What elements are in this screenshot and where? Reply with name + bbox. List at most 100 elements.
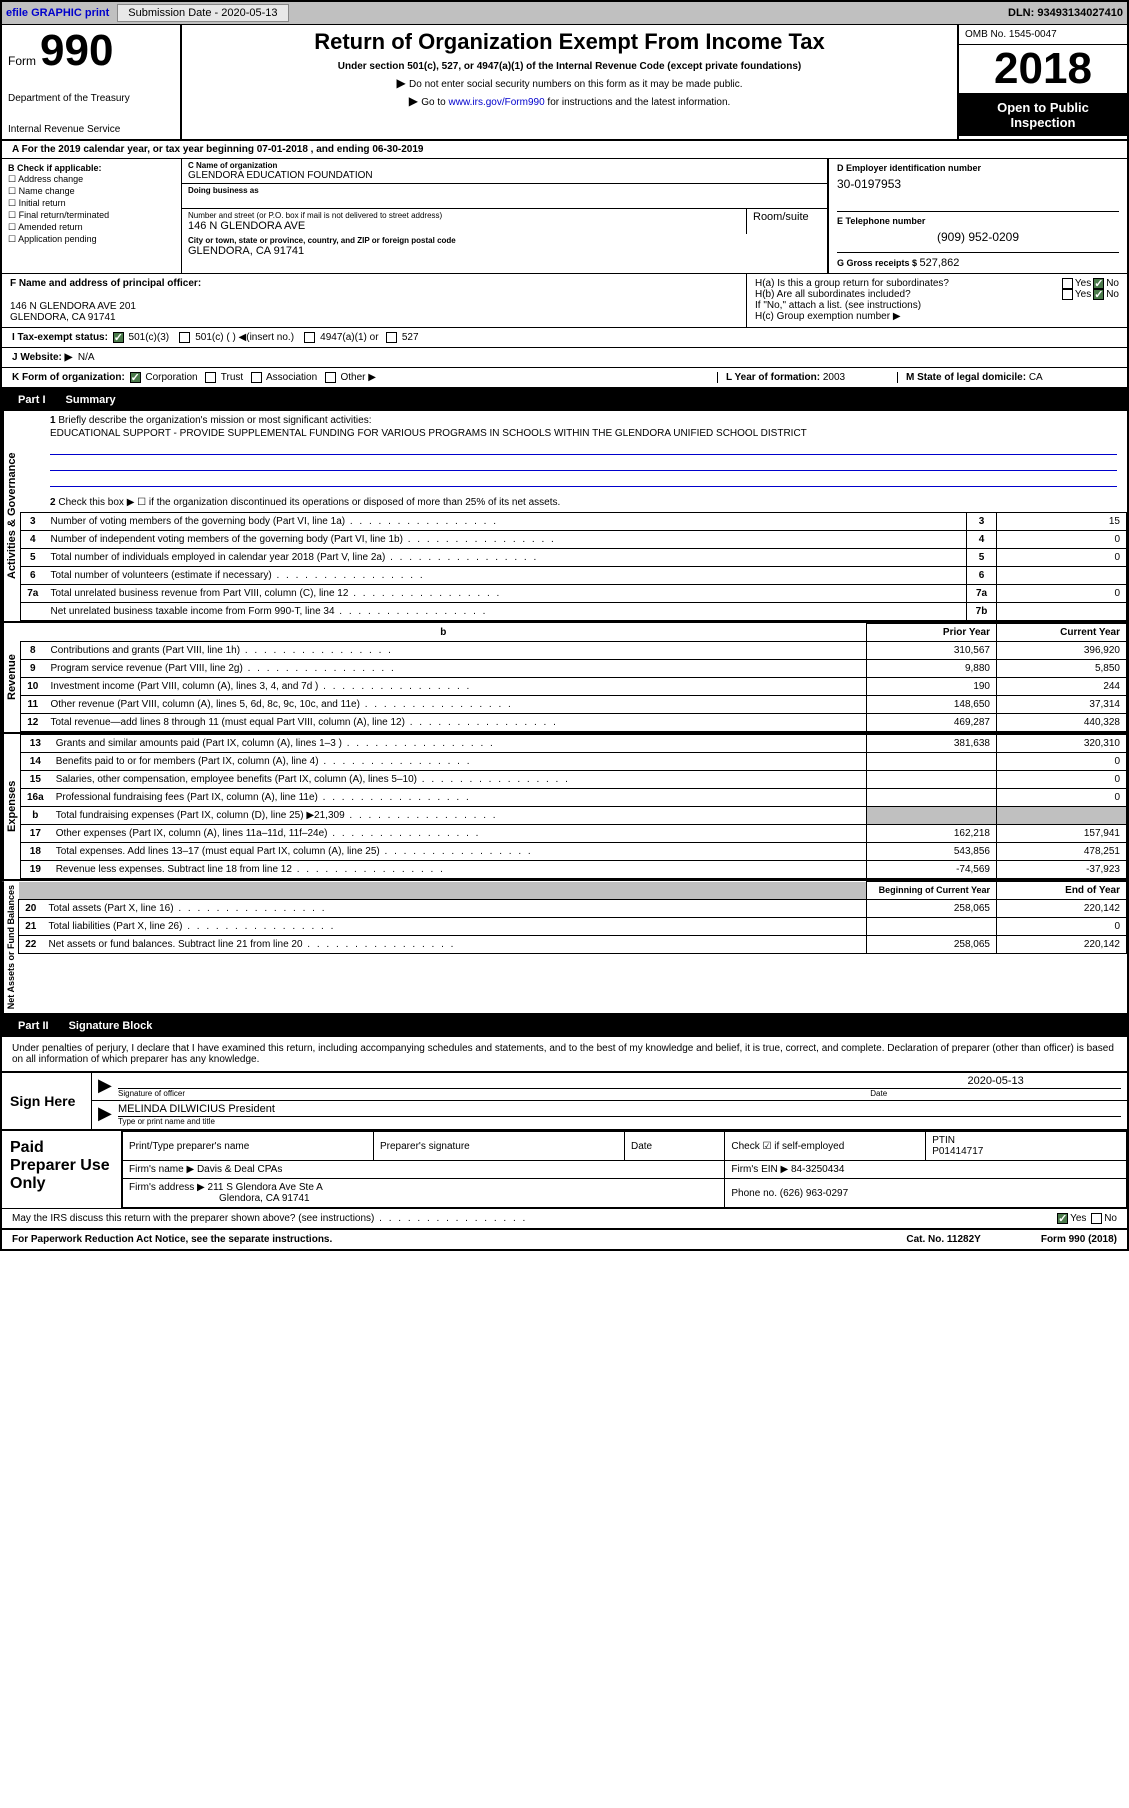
discuss-no: No: [1104, 1213, 1117, 1224]
expenses-section: Expenses 13 Grants and similar amounts p…: [2, 734, 1127, 881]
line-num: 20: [19, 900, 43, 918]
chk-527[interactable]: [386, 332, 397, 343]
chk-corp[interactable]: [130, 372, 141, 383]
line-val: 0: [997, 585, 1127, 603]
line-num: 6: [21, 567, 45, 585]
netassets-table: Beginning of Current Year End of Year 20…: [18, 881, 1127, 954]
h-a-text: H(a) Is this a group return for subordin…: [755, 278, 1060, 289]
other-lbl: Other ▶: [340, 372, 375, 383]
form-number-block: Form 990: [8, 29, 174, 73]
line-desc: Program service revenue (Part VIII, line…: [45, 660, 867, 678]
h-c-text: H(c) Group exemption number ▶: [755, 311, 1119, 322]
chk-address[interactable]: ☐ Address change: [8, 174, 175, 185]
chk-amended-lbl: Amended return: [18, 222, 83, 232]
goto-post: for instructions and the latest informat…: [545, 97, 731, 108]
hb-yes[interactable]: [1062, 289, 1073, 300]
col-c-name: C Name of organization GLENDORA EDUCATIO…: [182, 159, 827, 273]
hb-no[interactable]: [1093, 289, 1104, 300]
prior-val: [867, 771, 997, 789]
city-block: City or town, state or province, country…: [182, 234, 827, 259]
line-desc: Salaries, other compensation, employee b…: [50, 771, 867, 789]
line-desc: Number of voting members of the governin…: [45, 513, 967, 531]
firm-name-cell: Firm's name ▶ Davis & Deal CPAs: [123, 1161, 725, 1179]
yes-lbl: Yes: [1075, 278, 1091, 289]
netassets-section: Net Assets or Fund Balances Beginning of…: [2, 881, 1127, 1015]
line-desc: Total fundraising expenses (Part IX, col…: [50, 807, 867, 825]
firm-ein-lbl: Firm's EIN ▶: [731, 1164, 788, 1175]
discuss-yes: Yes: [1070, 1213, 1086, 1224]
sub-date: 2020-05-13: [221, 7, 277, 19]
na-blank: [19, 882, 867, 900]
header-center: Return of Organization Exempt From Incom…: [182, 25, 957, 139]
chk-app-pending[interactable]: ☐ Application pending: [8, 234, 175, 245]
irs-link[interactable]: www.irs.gov/Form990: [449, 97, 545, 108]
line-num: 7a: [21, 585, 45, 603]
line-desc: Total number of individuals employed in …: [45, 549, 967, 567]
chk-other[interactable]: [325, 372, 336, 383]
chk-name[interactable]: ☐ Name change: [8, 186, 175, 197]
chk-trust[interactable]: [205, 372, 216, 383]
line-num: 18: [21, 843, 50, 861]
firm-phone-cell: Phone no. (626) 963-0297: [725, 1179, 1127, 1208]
firm-name-lbl: Firm's name ▶: [129, 1164, 194, 1175]
discuss-no-chk[interactable]: [1091, 1213, 1102, 1224]
submission-date-button[interactable]: Submission Date - 2020-05-13: [117, 4, 288, 22]
prior-val: 381,638: [867, 735, 997, 753]
line-box: 3: [967, 513, 997, 531]
footer: For Paperwork Reduction Act Notice, see …: [2, 1230, 1127, 1249]
curr-val: 478,251: [997, 843, 1127, 861]
chk-assoc[interactable]: [251, 372, 262, 383]
revenue-header: b Prior Year Current Year: [21, 624, 1127, 642]
gross-receipts: G Gross receipts $ 527,862: [837, 257, 1119, 269]
chk-501c3[interactable]: [113, 332, 124, 343]
trust-lbl: Trust: [221, 372, 243, 383]
prep-row-3: Firm's address ▶ 211 S Glendora Ave Ste …: [123, 1179, 1127, 1208]
b-label: B Check if applicable:: [8, 163, 175, 173]
chk-app-lbl: Application pending: [18, 234, 97, 244]
chk-amended[interactable]: ☐ Amended return: [8, 222, 175, 233]
sign-here-fields: ▶ Signature of officer 2020-05-13 Date ▶…: [92, 1073, 1127, 1129]
row-a-tax-year: A For the 2019 calendar year, or tax yea…: [2, 141, 1127, 159]
chk-initial[interactable]: ☐ Initial return: [8, 198, 175, 209]
org-name: GLENDORA EDUCATION FOUNDATION: [188, 170, 821, 181]
prior-val: 162,218: [867, 825, 997, 843]
curr-val: 157,941: [997, 825, 1127, 843]
sig-date-field: 2020-05-13 Date: [870, 1075, 1121, 1098]
efile-link[interactable]: efile GRAPHIC print: [6, 7, 109, 19]
sig-line[interactable]: [118, 1075, 870, 1089]
chk-501c[interactable]: [179, 332, 190, 343]
table-row: 5 Total number of individuals employed i…: [21, 549, 1127, 567]
prior-val: [867, 918, 997, 936]
prior-year-hdr: Prior Year: [867, 624, 997, 642]
no-lbl2: No: [1106, 289, 1119, 300]
k-label: K Form of organization:: [12, 372, 125, 383]
ssn-note: ▶ Do not enter social security numbers o…: [192, 76, 947, 90]
chk-final[interactable]: ☐ Final return/terminated: [8, 210, 175, 221]
table-row: 17 Other expenses (Part IX, column (A), …: [21, 825, 1127, 843]
ha-yes[interactable]: [1062, 278, 1073, 289]
table-row: 14 Benefits paid to or for members (Part…: [21, 753, 1127, 771]
sub-label: Submission Date -: [128, 7, 221, 19]
line-desc: Total revenue—add lines 8 through 11 (mu…: [45, 714, 867, 732]
paperwork-notice: For Paperwork Reduction Act Notice, see …: [12, 1234, 906, 1245]
line-desc: Grants and similar amounts paid (Part IX…: [50, 735, 867, 753]
mission-blank-1: [50, 441, 1117, 455]
table-row: 22 Net assets or fund balances. Subtract…: [19, 936, 1127, 954]
k-domicile: M State of legal domicile: CA: [897, 372, 1117, 383]
h-b-row: H(b) Are all subordinates included? Yes …: [755, 289, 1119, 300]
name-title-line: ▶ MELINDA DILWICIUS President Type or pr…: [92, 1101, 1127, 1128]
prep-date-cell: Date: [625, 1132, 725, 1161]
room-label: Room/suite: [753, 211, 821, 223]
ptin-val: P01414717: [932, 1146, 1120, 1157]
sig-officer-line: ▶ Signature of officer 2020-05-13 Date: [92, 1073, 1127, 1101]
discuss-yes-chk[interactable]: [1057, 1213, 1068, 1224]
k-year-formation: L Year of formation: 2003: [717, 372, 897, 383]
opt-501c3: 501(c)(3): [129, 332, 170, 343]
revenue-table: b Prior Year Current Year 8 Contribution…: [20, 623, 1127, 732]
chk-4947[interactable]: [304, 332, 315, 343]
revenue-section: Revenue b Prior Year Current Year 8 Cont…: [2, 623, 1127, 734]
line-num: 21: [19, 918, 43, 936]
l-label: L Year of formation:: [726, 372, 823, 383]
curr-val: 220,142: [997, 936, 1127, 954]
line-2: 2 Check this box ▶ ☐ if the organization…: [20, 493, 1127, 512]
